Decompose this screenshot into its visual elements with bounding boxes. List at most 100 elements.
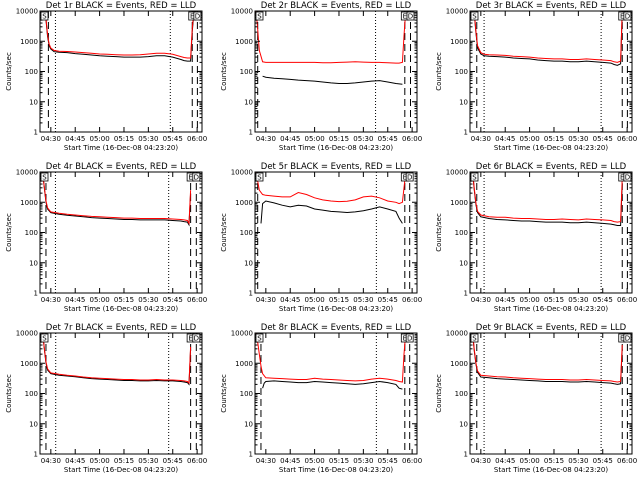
x-tick-label: 05:15: [114, 457, 134, 465]
series-events-line: [473, 13, 623, 66]
chart-title: Det 9r BLACK = Events, RED = LLD: [476, 323, 627, 333]
marker-label-d: D: [195, 13, 200, 21]
x-tick-label: 05:30: [138, 135, 158, 143]
chart-panel-det-9: Det 9r BLACK = Events, RED = LLD 1 10 100 10…: [435, 323, 637, 474]
marker-box-d: [406, 11, 415, 21]
x-tick-label: 05:15: [544, 457, 564, 465]
chart-title: Det 5r BLACK = Events, RED = LLD: [261, 162, 412, 172]
plot-frame: [39, 332, 203, 455]
y-tick-label: 1: [249, 290, 253, 298]
marker-label-d: D: [408, 13, 413, 21]
y-tick-label: 1: [249, 451, 253, 459]
marker-box-s: [255, 172, 264, 182]
x-tick-label: 05:45: [163, 457, 183, 465]
y-tick-label: 10: [244, 420, 253, 428]
x-tick-label: 04:45: [65, 457, 85, 465]
y-tick-label: 1000: [450, 199, 468, 207]
x-tick-label: 05:15: [544, 135, 564, 143]
series-lld-line: [473, 11, 623, 63]
x-tick-label: 05:00: [305, 457, 325, 465]
marker-label-s: S: [42, 13, 47, 21]
marker-label-e: E: [190, 13, 194, 21]
chart-panel-det-1: Det 1r BLACK = Events, RED = LLD 1 10 100 10…: [5, 1, 207, 152]
marker-label-s: S: [472, 174, 477, 182]
y-tick-label: 10: [244, 98, 253, 106]
marker-label-d: D: [194, 174, 199, 182]
series-events-line: [262, 380, 403, 390]
x-tick-label: 04:30: [41, 135, 61, 143]
x-tick-label: 04:30: [471, 457, 491, 465]
x-tick-label: 05:30: [138, 457, 158, 465]
series-events-line: [472, 173, 623, 226]
x-tick-label: 05:00: [520, 457, 540, 465]
x-tick-label: 06:00: [617, 135, 637, 143]
plot-frame: [254, 10, 418, 133]
x-tick-label: 06:00: [402, 135, 422, 143]
x-tick-label: 05:30: [568, 457, 588, 465]
x-tick-label: 05:30: [568, 135, 588, 143]
marker-label-d: D: [194, 335, 199, 343]
x-tick-label: 04:45: [280, 296, 300, 304]
marker-box-s: [40, 172, 49, 182]
x-axis-label: Start Time (16-Dec-08 04:23:20): [64, 466, 178, 474]
marker-box-s: [40, 333, 49, 343]
x-tick-label: 06:00: [187, 296, 207, 304]
y-tick-label: 1000: [450, 38, 468, 46]
marker-label-e: E: [403, 335, 407, 343]
x-tick-label: 04:45: [65, 135, 85, 143]
y-axis-label: Counts/sec: [220, 52, 228, 91]
series-events-line: [45, 12, 195, 62]
y-tick-label: 10: [29, 420, 38, 428]
x-tick-label: 05:45: [378, 135, 398, 143]
marker-label-s: S: [42, 335, 47, 343]
x-tick-label: 05:15: [329, 135, 349, 143]
y-tick-label: 10000: [16, 330, 38, 338]
series-lld-line: [45, 11, 195, 59]
x-axis-label: Start Time (16-Dec-08 04:23:20): [279, 305, 393, 313]
y-tick-label: 1000: [20, 199, 38, 207]
series-events-line: [42, 173, 192, 227]
x-tick-label: 04:30: [41, 296, 61, 304]
chart-panel-det-3: Det 3r BLACK = Events, RED = LLD 1 10 100 10…: [435, 1, 637, 152]
y-tick-label: 10: [459, 420, 468, 428]
marker-label-d: D: [625, 335, 630, 343]
series-lld-line: [255, 11, 407, 64]
marker-label-e: E: [620, 335, 624, 343]
y-axis-label: Counts/sec: [220, 213, 228, 252]
y-tick-label: 100: [455, 390, 468, 398]
y-tick-label: 1: [464, 290, 468, 298]
x-tick-label: 05:45: [163, 135, 183, 143]
series-events-line: [260, 200, 403, 224]
marker-label-d: D: [407, 174, 412, 182]
marker-label-e: E: [620, 174, 624, 182]
x-tick-label: 04:30: [41, 457, 61, 465]
marker-box-s: [40, 11, 49, 21]
marker-box-d: [193, 11, 202, 21]
series-lld-line: [255, 172, 407, 205]
x-tick-label: 06:00: [617, 457, 637, 465]
y-tick-label: 10000: [446, 8, 468, 16]
y-axis-label: Counts/sec: [435, 374, 443, 413]
chart-title: Det 7r BLACK = Events, RED = LLD: [46, 323, 197, 333]
x-tick-label: 05:15: [329, 457, 349, 465]
x-tick-label: 04:45: [495, 296, 515, 304]
y-tick-label: 100: [25, 68, 38, 76]
y-tick-label: 1000: [235, 360, 253, 368]
x-tick-label: 04:30: [471, 296, 491, 304]
x-tick-label: 06:00: [187, 457, 207, 465]
x-tick-label: 05:30: [353, 296, 373, 304]
y-tick-label: 10: [459, 98, 468, 106]
y-tick-label: 1: [34, 451, 38, 459]
y-tick-label: 1000: [20, 360, 38, 368]
marker-label-d: D: [625, 13, 630, 21]
x-tick-label: 04:45: [495, 457, 515, 465]
x-tick-label: 05:15: [114, 296, 134, 304]
chart-panel-det-4: Det 4r BLACK = Events, RED = LLD 1 10 100 10…: [5, 162, 207, 313]
y-tick-label: 100: [240, 68, 253, 76]
marker-label-e: E: [620, 13, 624, 21]
y-axis-label: Counts/sec: [5, 374, 13, 413]
x-tick-label: 06:00: [402, 457, 422, 465]
plot-frame: [254, 332, 418, 455]
x-axis-label: Start Time (16-Dec-08 04:23:20): [279, 466, 393, 474]
x-tick-label: 05:00: [520, 135, 540, 143]
